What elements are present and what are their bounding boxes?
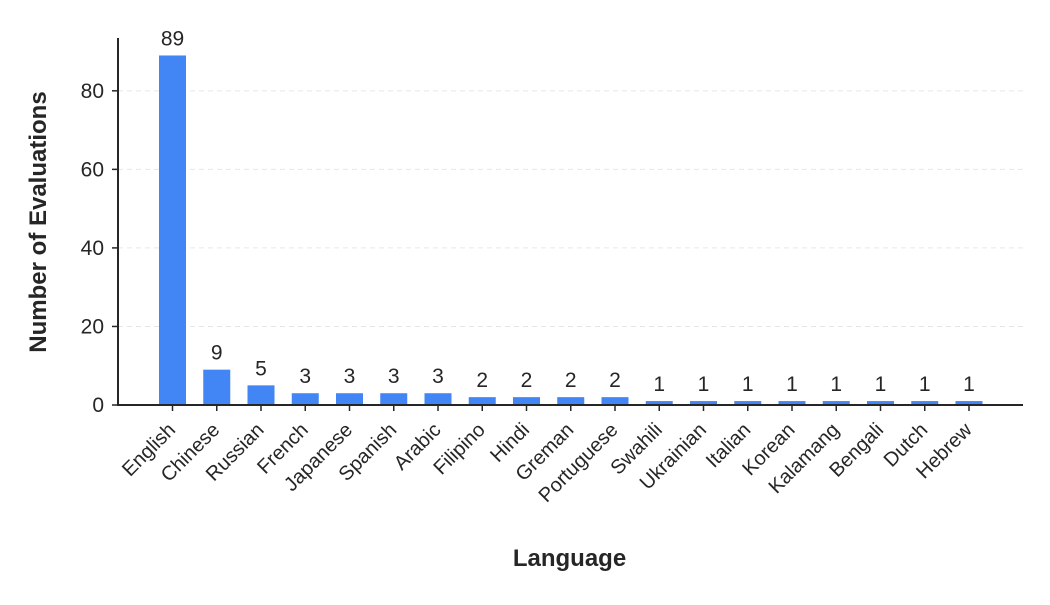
bar bbox=[468, 397, 496, 405]
bar bbox=[380, 393, 408, 405]
bar bbox=[690, 401, 717, 405]
bar bbox=[557, 397, 585, 405]
data-label: 3 bbox=[299, 365, 311, 388]
bar bbox=[513, 397, 540, 405]
data-label: 1 bbox=[919, 373, 931, 396]
bar bbox=[601, 397, 629, 405]
data-label: 3 bbox=[388, 365, 400, 388]
y-tick-label: 0 bbox=[92, 394, 104, 417]
gridlines bbox=[118, 90, 1023, 327]
data-label: 1 bbox=[698, 373, 710, 396]
x-axis-title: Language bbox=[513, 545, 626, 572]
bar bbox=[911, 401, 939, 405]
y-tick-label: 20 bbox=[81, 315, 104, 338]
data-label: 2 bbox=[609, 369, 621, 392]
bar bbox=[867, 401, 894, 405]
data-label: 89 bbox=[161, 27, 184, 50]
data-labels: 89 9 5 3 3 3 3 2 2 2 2 1 1 1 1 1 1 1 1 bbox=[161, 27, 975, 396]
bars bbox=[159, 55, 983, 405]
data-label: 3 bbox=[344, 365, 356, 388]
bar bbox=[291, 393, 319, 405]
data-label: 1 bbox=[653, 373, 665, 396]
bar bbox=[336, 393, 363, 405]
y-tick-label: 60 bbox=[81, 158, 104, 181]
data-label: 1 bbox=[830, 373, 842, 396]
bar bbox=[955, 401, 983, 405]
bar bbox=[778, 401, 806, 405]
bar bbox=[159, 55, 186, 405]
y-ticks: 0 20 40 60 80 bbox=[81, 80, 118, 417]
x-ticks: EnglishChineseRussianFrenchJapaneseSpani… bbox=[118, 405, 977, 507]
data-label: 3 bbox=[432, 365, 444, 388]
y-axis-title: Number of Evaluations bbox=[25, 91, 52, 352]
data-label: 5 bbox=[255, 357, 267, 380]
y-tick-label: 80 bbox=[81, 80, 104, 103]
data-label: 2 bbox=[521, 369, 533, 392]
bar bbox=[645, 401, 673, 405]
data-label: 2 bbox=[476, 369, 488, 392]
bar bbox=[203, 369, 231, 405]
bar bbox=[424, 393, 452, 405]
y-tick-label: 40 bbox=[81, 237, 104, 260]
bar bbox=[247, 385, 275, 405]
data-label: 1 bbox=[875, 373, 887, 396]
data-label: 1 bbox=[742, 373, 754, 396]
axes bbox=[117, 38, 1023, 406]
data-label: 1 bbox=[786, 373, 798, 396]
data-label: 9 bbox=[211, 342, 223, 365]
bar bbox=[822, 401, 850, 405]
bar bbox=[734, 401, 762, 405]
data-label: 2 bbox=[565, 369, 577, 392]
data-label: 1 bbox=[963, 373, 975, 396]
